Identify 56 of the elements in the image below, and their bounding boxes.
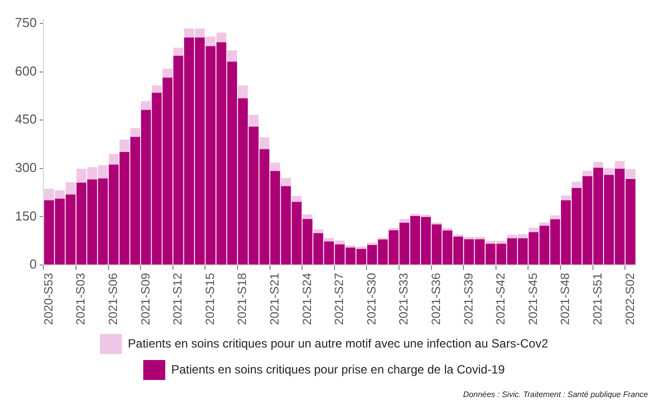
x-tick-label: 2021-S03 <box>74 272 88 326</box>
bar <box>238 85 248 98</box>
x-tick-label: 2021-S45 <box>526 272 540 326</box>
bar <box>292 196 302 202</box>
y-tick-label: 300 <box>14 160 37 176</box>
bar <box>141 101 151 110</box>
bar <box>367 242 378 246</box>
bar <box>399 218 410 223</box>
bar <box>582 170 592 176</box>
bar <box>388 228 399 230</box>
bar <box>280 178 291 186</box>
bar <box>270 162 280 171</box>
bar <box>302 214 312 219</box>
text: Données : Sivic. Traitement : Santé publique France <box>462 390 648 399</box>
x-tick-label: 2021-S12 <box>170 272 185 326</box>
bar <box>227 50 238 62</box>
y-tick-label: 0 <box>29 256 37 272</box>
x-tick-label: 2021-S06 <box>106 272 120 326</box>
y-tick-label: 150 <box>14 208 37 224</box>
x-tick-label: 2021-S21 <box>267 272 282 326</box>
bar <box>572 182 582 188</box>
bar <box>560 195 571 200</box>
bar <box>528 228 539 232</box>
x-tick-label: 2021-S33 <box>396 272 411 326</box>
x-tick-label: 2021-S48 <box>558 272 572 326</box>
x-tick-label: 2020-S53 <box>41 272 56 326</box>
bar <box>313 229 324 234</box>
x-tick-label: 2021-S36 <box>429 272 443 326</box>
bar <box>162 68 172 78</box>
x-tick-label: 2021-S39 <box>461 272 476 326</box>
bar <box>152 85 162 93</box>
x-tick-label: 2022-S02 <box>622 272 637 326</box>
x-tick-label: 2021-S09 <box>138 272 152 326</box>
bar <box>130 128 140 137</box>
x-tick-label: 2021-S18 <box>235 272 250 326</box>
bar <box>442 228 452 231</box>
y-tick-label: 450 <box>14 112 37 127</box>
bar <box>248 114 259 127</box>
bar <box>108 154 119 165</box>
y-tick-label: 600 <box>14 63 37 78</box>
bar <box>626 169 636 180</box>
x-tick-label: 2021-S27 <box>332 272 346 326</box>
bar <box>539 222 550 226</box>
bar <box>173 48 184 56</box>
bar <box>550 215 560 220</box>
bar <box>593 162 604 168</box>
legend-label: Patients en soins critiques pour un autre motif avec une infection au Sars-Cov2 <box>128 336 548 350</box>
bar <box>119 139 130 152</box>
x-tick-label: 2021-S51 <box>590 272 604 326</box>
x-tick-label: 2021-S24 <box>300 272 314 326</box>
legend-label: Patients en soins critiques pour prise en charge de la Covid-19 <box>171 362 506 376</box>
x-tick-label: 2021-S42 <box>494 272 508 326</box>
x-tick-label: 2021-S30 <box>364 272 378 326</box>
x-tick-label: 2021-S15 <box>202 272 217 326</box>
y-tick-label: 750 <box>14 15 37 30</box>
bar <box>259 137 270 150</box>
